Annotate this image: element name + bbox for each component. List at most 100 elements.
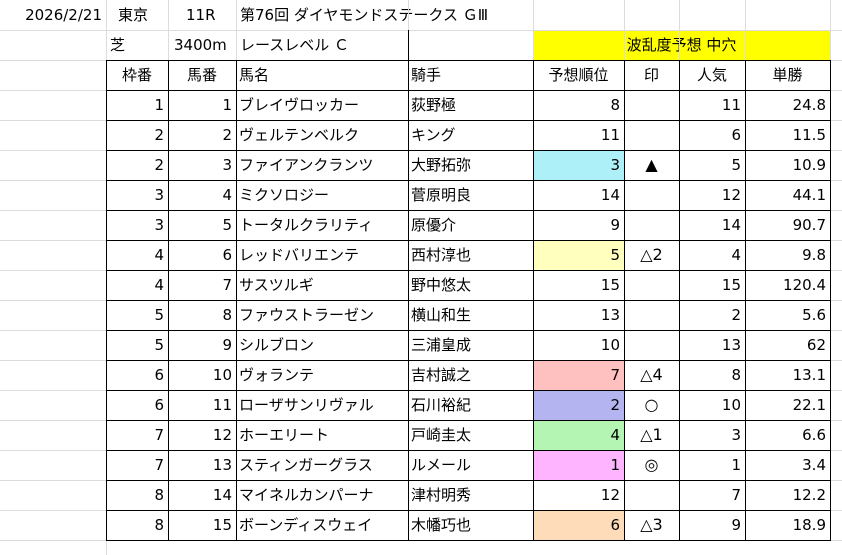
column-header-waku[interactable]: 枠番 <box>121 66 152 84</box>
rank-cell[interactable]: 13 <box>600 306 620 324</box>
num-cell[interactable]: 3 <box>222 156 232 174</box>
distance-cell[interactable]: 3400m <box>174 36 227 54</box>
waku-cell[interactable]: 8 <box>154 486 164 504</box>
waku-cell[interactable]: 3 <box>154 216 164 234</box>
jockey-cell[interactable]: 吉村誠之 <box>411 366 472 384</box>
popularity-cell[interactable]: 12 <box>721 186 741 204</box>
odds-cell[interactable]: 18.9 <box>792 516 826 534</box>
column-header-odds[interactable]: 単勝 <box>772 66 803 84</box>
waku-cell[interactable]: 3 <box>154 186 164 204</box>
race-no-cell[interactable]: 11R <box>186 6 216 24</box>
column-header-mark[interactable]: 印 <box>643 66 659 84</box>
jockey-cell[interactable]: ルメール <box>411 456 472 474</box>
horse-name-cell[interactable]: ブレイヴロッカー <box>239 96 360 114</box>
odds-cell[interactable]: 24.8 <box>792 96 826 114</box>
date-cell[interactable]: 2026/2/21 <box>25 6 102 24</box>
mark-cell[interactable] <box>624 120 679 150</box>
column-header-pop[interactable]: 人気 <box>696 66 727 84</box>
horse-name-cell[interactable]: ヴォランテ <box>239 366 315 384</box>
mark-cell[interactable]: △2 <box>640 245 663 264</box>
waku-cell[interactable]: 2 <box>154 126 164 144</box>
horse-name-cell[interactable]: マイネルカンパーナ <box>239 486 374 504</box>
num-cell[interactable]: 5 <box>222 216 232 234</box>
waku-cell[interactable]: 5 <box>154 306 164 324</box>
jockey-cell[interactable]: 原優介 <box>411 216 457 234</box>
odds-cell[interactable]: 3.4 <box>802 456 826 474</box>
rank-cell[interactable]: 14 <box>600 186 620 204</box>
num-cell[interactable]: 2 <box>222 126 232 144</box>
waku-cell[interactable]: 7 <box>154 426 164 444</box>
popularity-cell[interactable]: 5 <box>731 156 741 174</box>
jockey-cell[interactable]: 津村明秀 <box>411 486 472 504</box>
waku-cell[interactable]: 5 <box>154 336 164 354</box>
race-level-cell[interactable]: レースレベル Ｃ <box>240 36 350 54</box>
mark-cell[interactable] <box>624 210 679 240</box>
horse-name-cell[interactable]: トータルクラリティ <box>239 216 374 234</box>
rank-cell[interactable]: 12 <box>600 486 620 504</box>
waku-cell[interactable]: 6 <box>154 366 164 384</box>
odds-cell[interactable]: 6.6 <box>802 426 826 444</box>
column-header-rank[interactable]: 予想順位 <box>548 66 609 84</box>
rank-cell[interactable]: 2 <box>533 390 624 420</box>
mark-cell[interactable]: △4 <box>640 365 663 384</box>
surface-cell[interactable]: 芝 <box>110 36 126 54</box>
column-header-num[interactable]: 馬番 <box>186 66 217 84</box>
num-cell[interactable]: 13 <box>212 456 232 474</box>
jockey-cell[interactable]: 木幡巧也 <box>411 516 472 534</box>
mark-cell[interactable] <box>624 300 679 330</box>
popularity-cell[interactable]: 7 <box>731 486 741 504</box>
mark-cell[interactable] <box>624 270 679 300</box>
waku-cell[interactable]: 2 <box>154 156 164 174</box>
num-cell[interactable]: 11 <box>212 396 232 414</box>
horse-name-cell[interactable]: スティンガーグラス <box>239 456 373 474</box>
mark-cell[interactable] <box>624 180 679 210</box>
rank-cell[interactable]: 15 <box>600 276 620 294</box>
horse-name-cell[interactable]: ヴェルテンベルク <box>239 126 360 144</box>
race-name-cell[interactable]: 第76回 ダイヤモンドステークス ＧⅢ <box>240 6 489 24</box>
mark-cell[interactable]: ◎ <box>644 455 659 474</box>
odds-cell[interactable]: 12.2 <box>792 486 826 504</box>
popularity-cell[interactable]: 3 <box>731 426 741 444</box>
column-header-horse[interactable]: 馬名 <box>239 66 270 84</box>
popularity-cell[interactable]: 8 <box>731 366 741 384</box>
num-cell[interactable]: 12 <box>212 426 232 444</box>
odds-cell[interactable]: 13.1 <box>792 366 826 384</box>
waku-cell[interactable]: 1 <box>154 96 164 114</box>
popularity-cell[interactable]: 4 <box>731 246 741 264</box>
mark-cell[interactable] <box>624 480 679 510</box>
popularity-cell[interactable]: 9 <box>731 516 741 534</box>
jockey-cell[interactable]: 荻野極 <box>411 96 457 114</box>
mark-cell[interactable]: △1 <box>640 425 663 444</box>
waku-cell[interactable]: 8 <box>154 516 164 534</box>
mark-cell[interactable] <box>624 90 679 120</box>
mark-cell[interactable] <box>624 330 679 360</box>
rank-cell[interactable]: 9 <box>610 216 620 234</box>
jockey-cell[interactable]: キング <box>411 126 456 144</box>
popularity-cell[interactable]: 10 <box>721 396 741 414</box>
odds-cell[interactable]: 10.9 <box>792 156 826 174</box>
horse-name-cell[interactable]: ボーンディスウェイ <box>239 516 373 534</box>
jockey-cell[interactable]: 横山和生 <box>411 306 472 324</box>
num-cell[interactable]: 7 <box>222 276 232 294</box>
num-cell[interactable]: 15 <box>212 516 232 534</box>
horse-name-cell[interactable]: シルブロン <box>239 336 315 354</box>
jockey-cell[interactable]: 三浦皇成 <box>411 336 472 354</box>
popularity-cell[interactable]: 14 <box>721 216 741 234</box>
odds-cell[interactable]: 120.4 <box>783 276 826 294</box>
rank-cell[interactable]: 10 <box>600 336 620 354</box>
waku-cell[interactable]: 7 <box>154 456 164 474</box>
rank-cell[interactable]: 6 <box>533 510 624 540</box>
horse-name-cell[interactable]: ファイアンクランツ <box>239 156 374 174</box>
num-cell[interactable]: 6 <box>222 246 232 264</box>
jockey-cell[interactable]: 菅原明良 <box>411 186 472 204</box>
horse-name-cell[interactable]: サスツルギ <box>239 276 314 294</box>
popularity-cell[interactable]: 15 <box>721 276 741 294</box>
mark-cell[interactable]: ▲ <box>645 155 658 174</box>
rank-cell[interactable]: 11 <box>600 126 620 144</box>
mark-cell[interactable]: △3 <box>640 515 663 534</box>
odds-cell[interactable]: 5.6 <box>802 306 826 324</box>
column-header-jockey[interactable]: 騎手 <box>411 66 442 84</box>
rank-cell[interactable]: 8 <box>610 96 620 114</box>
popularity-cell[interactable]: 6 <box>731 126 741 144</box>
popularity-cell[interactable]: 11 <box>721 96 741 114</box>
